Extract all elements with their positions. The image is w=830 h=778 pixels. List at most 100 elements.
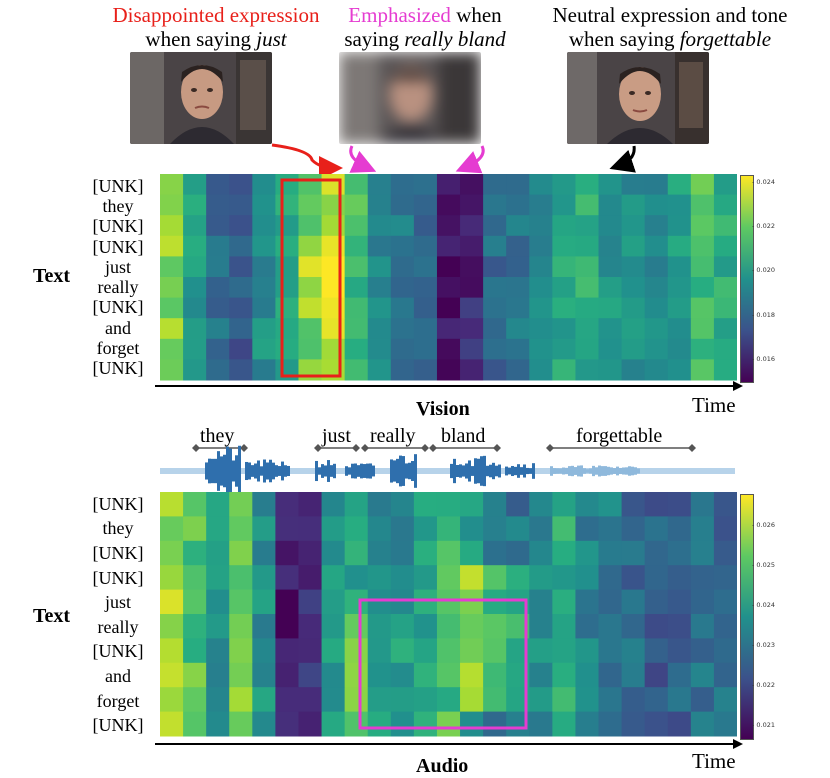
- audio-heat-cell: [275, 589, 299, 615]
- waveform-bar: [489, 464, 492, 478]
- word-span-cap: [493, 444, 501, 452]
- audio-heat-cell: [183, 662, 207, 688]
- vision-heat-cell: [275, 215, 299, 237]
- audio-heat-cell: [413, 614, 438, 639]
- waveform-bar: [211, 458, 214, 484]
- waveform-bar: [208, 458, 211, 484]
- audio-heat-cell: [598, 662, 623, 688]
- audio-heat-cell: [690, 565, 715, 591]
- audio-heat-cell: [598, 565, 623, 591]
- waveform-bar: [474, 458, 477, 484]
- waveform-bar: [345, 466, 348, 476]
- vision-heat-cell: [298, 194, 323, 216]
- vision-heat-cell: [183, 256, 207, 278]
- caption-2-rest: when: [450, 3, 502, 27]
- vision-heat-cell: [644, 215, 669, 237]
- vision-heat-cell: [460, 318, 484, 340]
- vision-heat-cell: [275, 174, 299, 196]
- audio-heat-cell: [436, 516, 461, 542]
- vision-heat-cell: [321, 277, 346, 299]
- waveform-bar: [607, 466, 610, 476]
- audio-heat-cell: [690, 662, 715, 688]
- waveform-bar: [217, 451, 220, 491]
- audio-heat-cell: [667, 638, 692, 664]
- audio-heat-cell: [713, 638, 737, 664]
- vision-heat-cell: [436, 174, 461, 196]
- audio-heat-cell: [252, 662, 276, 688]
- vision-heat-cell: [413, 215, 438, 237]
- audio-heat-cell: [413, 540, 438, 566]
- waveform-bar: [330, 465, 333, 477]
- audio-heat-cell: [529, 540, 553, 566]
- vision-heat-cell: [598, 235, 623, 257]
- waveform-bar: [514, 466, 517, 476]
- vision-heat-cell: [183, 235, 207, 257]
- waveform-bar: [498, 464, 501, 478]
- audio-heat-cell: [229, 492, 253, 517]
- waveform-bar: [251, 465, 254, 477]
- vision-heat-cell: [621, 277, 646, 299]
- vision-heat-cell: [344, 256, 369, 278]
- audio-heat-cell: [413, 638, 438, 664]
- speaker-face-3: [567, 52, 709, 144]
- vision-heat-cell: [621, 174, 646, 196]
- audio-heat-cell: [367, 492, 392, 517]
- vision-heat-cell: [690, 359, 715, 381]
- vision-heat-cell: [344, 277, 369, 299]
- audio-heat-cell: [367, 614, 392, 639]
- audio-heat-cell: [206, 589, 230, 615]
- audio-heat-cell: [390, 492, 415, 517]
- vision-heat-cell: [529, 256, 553, 278]
- caption-3-text: Neutral expression and tone: [552, 3, 788, 27]
- audio-heat-cell: [506, 711, 530, 737]
- audio-heat-cell: [252, 540, 276, 566]
- audio-heat-cell: [160, 516, 184, 542]
- waveform-bar: [589, 468, 592, 474]
- vision-heat-cell: [506, 277, 530, 299]
- vision-heat-cell: [552, 215, 576, 237]
- caption-1-highlight: Disappointed expression: [112, 3, 320, 27]
- audio-token-8: forget: [96, 690, 140, 711]
- audio-heat-cell: [206, 638, 230, 664]
- vision-heat-cell: [252, 338, 276, 360]
- audio-heat-cell: [483, 492, 507, 517]
- face-thumbnail-2: [339, 52, 481, 144]
- vision-heat-cell: [160, 318, 184, 340]
- audio-heat-cell: [344, 540, 369, 566]
- waveform-word-forgettable: forgettable: [576, 425, 663, 447]
- audio-colorbar-tick-0: - 0.026: [752, 521, 776, 529]
- audio-heat-cell: [483, 662, 507, 688]
- vision-heat-cell: [483, 297, 507, 319]
- vision-heat-cell: [275, 235, 299, 257]
- waveform-bar: [390, 459, 393, 483]
- audio-heat-cell: [160, 614, 184, 639]
- audio-heat-cell: [298, 589, 323, 615]
- vision-heat-cell: [552, 318, 576, 340]
- audio-heat-cell: [436, 638, 461, 664]
- waveform-bar: [372, 465, 375, 477]
- audio-heat-cell: [621, 492, 646, 517]
- waveform-bar: [235, 455, 238, 487]
- vision-heat-cell: [598, 277, 623, 299]
- waveform-bar: [459, 464, 462, 478]
- waveform-bar: [318, 467, 321, 475]
- audio-token-1: they: [102, 518, 134, 539]
- vision-heat-cell: [252, 174, 276, 196]
- vision-heat-cell: [390, 256, 415, 278]
- audio-heat-cell: [483, 711, 507, 737]
- waveform-word-bland: bland: [441, 425, 486, 447]
- waveform-bar: [287, 465, 290, 477]
- audio-heat-cell: [252, 638, 276, 664]
- vision-heat-cell: [344, 297, 369, 319]
- arrow-magenta-right: [455, 145, 485, 174]
- audio-heat-cell: [413, 711, 438, 737]
- vision-heat-cell: [344, 359, 369, 381]
- waveform-bar: [562, 467, 565, 475]
- audio-token-5: really: [97, 616, 139, 637]
- vision-heat-cell: [529, 297, 553, 319]
- audio-heat-cell: [460, 638, 484, 664]
- waveform-bar: [366, 463, 369, 479]
- audio-heat-cell: [713, 516, 737, 542]
- vision-heat-cell: [506, 338, 530, 360]
- audio-heat-cell: [667, 540, 692, 566]
